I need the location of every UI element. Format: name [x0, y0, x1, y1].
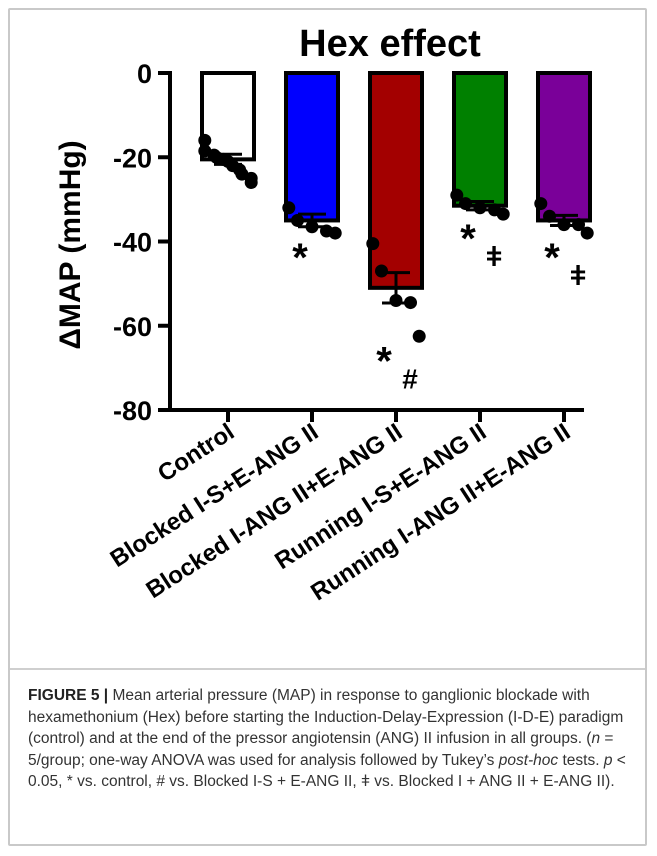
annotation-star-2: *	[460, 217, 476, 261]
data-point-4-2	[557, 218, 571, 232]
data-point-4-3	[572, 218, 585, 232]
bar-4	[536, 71, 592, 223]
data-point-2-4	[412, 329, 426, 343]
y-tick-label-3: -60	[113, 312, 152, 342]
data-point-3-0	[450, 188, 464, 202]
annotation-star-3: *	[544, 236, 560, 280]
y-tick-label-0: 0	[137, 59, 152, 89]
y-tick-label-4: -80	[113, 396, 152, 426]
y-tick-label-1: -20	[113, 143, 152, 173]
data-point-4-1	[543, 209, 556, 223]
caption-p: p	[603, 751, 613, 769]
data-point-0-10	[244, 176, 258, 190]
y-axis-label: ΔMAP (mmHg)	[54, 140, 87, 349]
caption-n: n	[591, 730, 601, 747]
data-point-1-0	[282, 201, 296, 215]
data-point-3-1	[459, 197, 472, 211]
data-point-4-4	[580, 226, 594, 240]
bar-2	[368, 71, 424, 290]
data-point-3-4	[496, 207, 510, 221]
bar-chart: Hex effect ΔMAP (mmHg) 0 -20 -40 -60 -80 * * # * ǂ *…	[54, 23, 594, 606]
caption-posthoc: post-hoc	[498, 751, 559, 769]
data-point-2-1	[375, 264, 388, 278]
data-point-3-2	[473, 201, 487, 215]
data-point-2-2	[389, 293, 403, 307]
annotation-symbol-1: #	[402, 363, 418, 394]
caption-divider	[10, 668, 645, 670]
annotation-symbol-2: ǂ	[486, 241, 502, 272]
caption-text-4: < 0.05, * vs. control, # vs. Blocked I-S…	[28, 751, 626, 791]
annotation-symbol-3: ǂ	[570, 260, 586, 291]
caption-text-1: Mean arterial pressure (MAP) in response…	[28, 687, 624, 747]
annotation-star-0: *	[292, 236, 308, 280]
bar-0	[200, 71, 256, 162]
chart-title: Hex effect	[299, 23, 481, 65]
data-point-0-0	[198, 133, 212, 147]
y-tick-label-2: -40	[113, 228, 152, 258]
data-point-1-2	[305, 220, 319, 234]
annotation-star-1: *	[376, 339, 392, 383]
caption-text-2: = 5/group; one-way ANOVA was used for an…	[28, 730, 614, 769]
data-point-4-0	[534, 197, 548, 211]
data-point-2-0	[366, 237, 380, 251]
bar-3	[452, 71, 508, 208]
bar-1	[284, 71, 340, 223]
figure-label: FIGURE 5 |	[28, 687, 109, 704]
caption-text-3: tests.	[558, 751, 604, 769]
figure-caption: FIGURE 5 | Mean arterial pressure (MAP) …	[28, 685, 634, 793]
data-point-2-3	[404, 296, 417, 310]
data-point-1-1	[291, 213, 304, 227]
data-point-1-4	[328, 226, 342, 240]
